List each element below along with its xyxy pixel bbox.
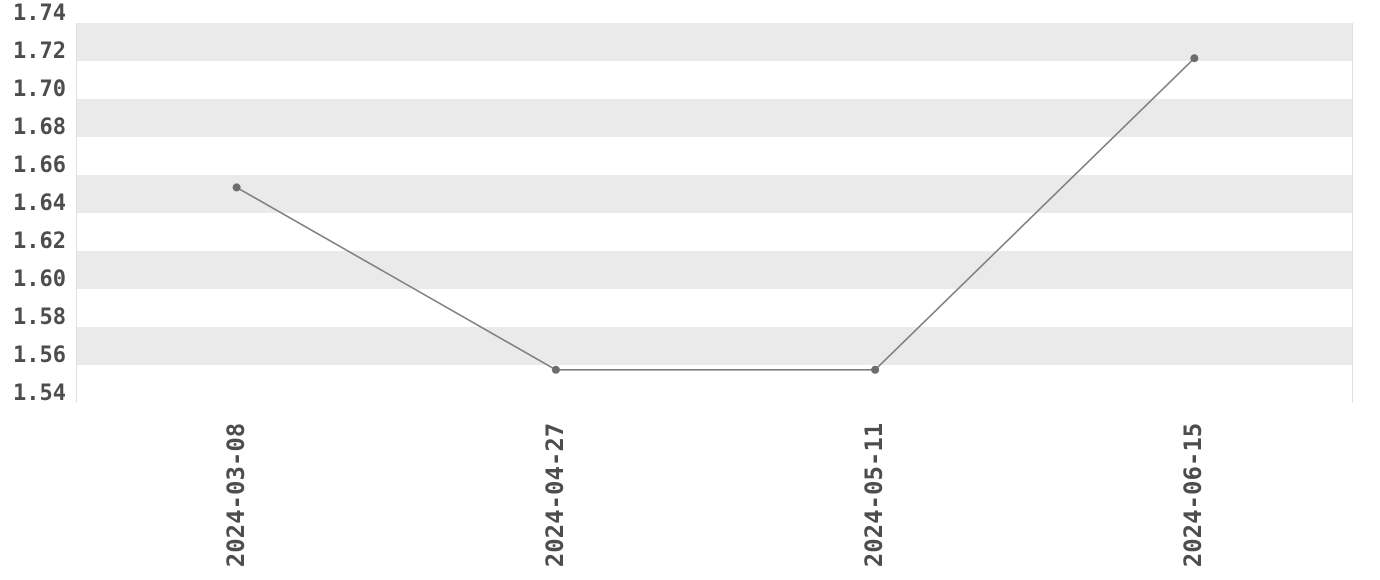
- grid-band: [77, 365, 1352, 403]
- grid-band: [77, 99, 1352, 137]
- data-point-marker: [1190, 54, 1199, 63]
- y-axis-tick-label: 1.72: [13, 39, 66, 64]
- grid-band: [77, 289, 1352, 327]
- series-line: [236, 57, 1195, 371]
- grid-band: [77, 175, 1352, 213]
- x-axis-tick-label: 2024-03-08: [221, 422, 250, 568]
- data-point-marker: [871, 365, 880, 374]
- y-axis-tick-label: 1.54: [13, 381, 66, 406]
- y-axis-tick-label: 1.62: [13, 229, 66, 254]
- y-axis-tick-label: 1.58: [13, 305, 66, 330]
- y-axis-tick-label: 1.56: [13, 343, 66, 368]
- y-axis-tick-label: 1.74: [13, 1, 66, 26]
- y-axis-tick-label: 1.66: [13, 153, 66, 178]
- y-axis-tick-label: 1.60: [13, 267, 66, 292]
- x-axis-tick-label: 2024-04-27: [540, 422, 569, 568]
- x-axis-tick-label: 2024-05-11: [860, 422, 889, 568]
- grid-band: [77, 213, 1352, 251]
- grid-band: [77, 61, 1352, 99]
- x-axis-tick-label: 2024-06-15: [1179, 422, 1208, 568]
- grid-band: [77, 23, 1352, 61]
- grid-band: [77, 251, 1352, 289]
- y-axis-tick-label: 1.68: [13, 115, 66, 140]
- y-axis-tick-label: 1.64: [13, 191, 66, 216]
- series-layer: [232, 54, 1199, 374]
- plot-area: [76, 23, 1353, 403]
- grid-band: [77, 137, 1352, 175]
- data-point-marker: [232, 183, 241, 192]
- data-point-marker: [551, 365, 560, 374]
- grid-band: [77, 327, 1352, 365]
- y-axis-tick-label: 1.70: [13, 77, 66, 102]
